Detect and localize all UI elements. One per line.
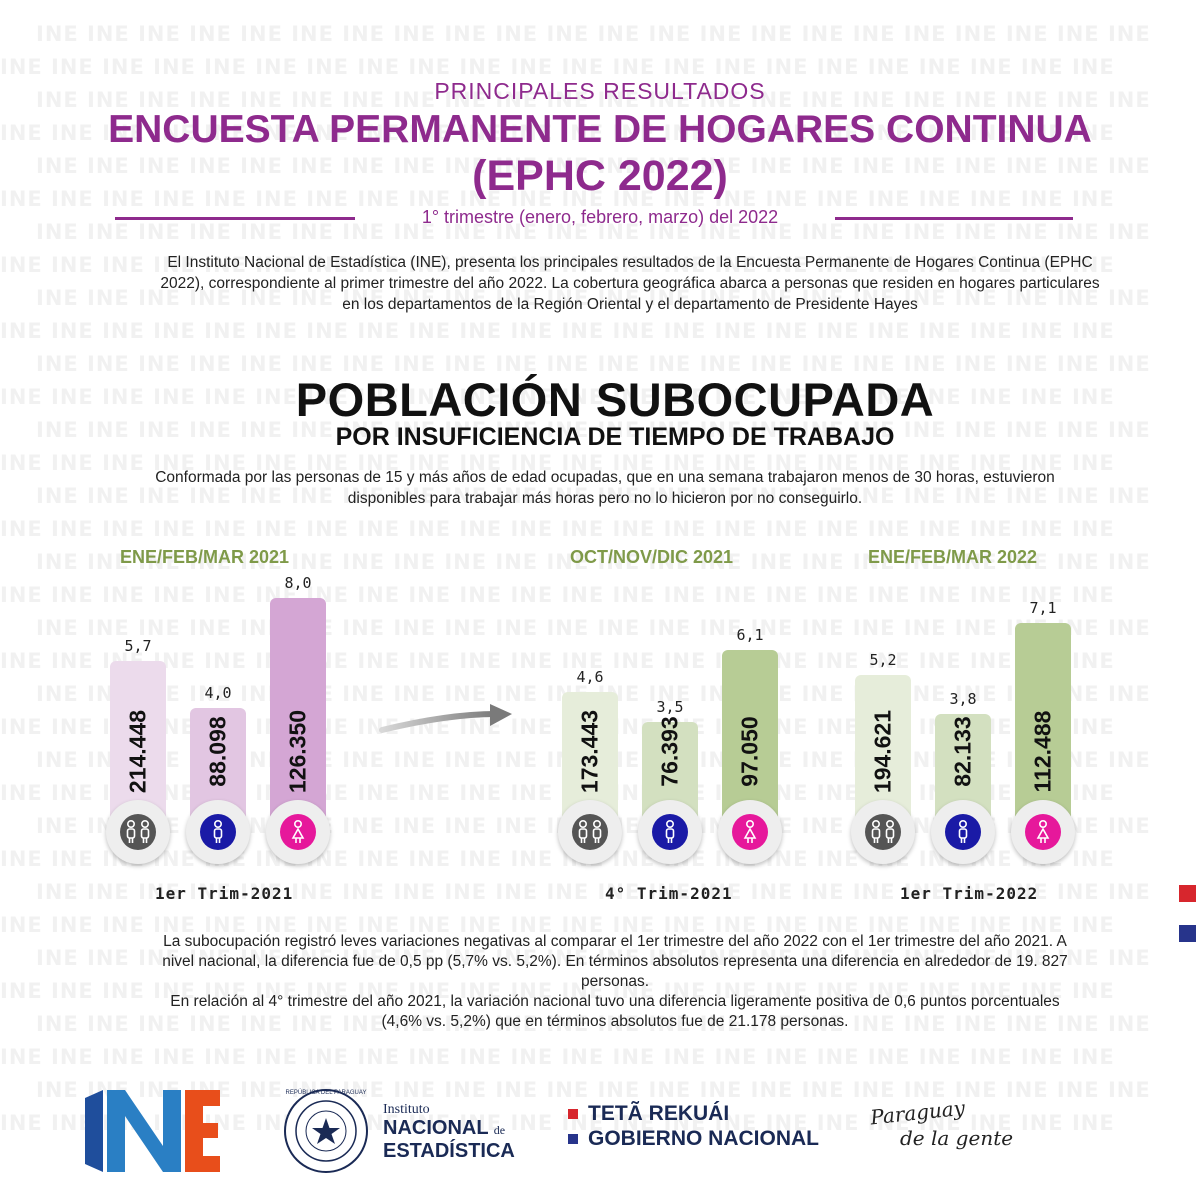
bar-percent-label: 5,2 xyxy=(869,651,897,669)
institute-nacional: NACIONAL xyxy=(383,1117,489,1139)
gov-flag-blue xyxy=(568,1134,578,1144)
watermark-row: INE INE INE INE INE INE INE INE INE INE … xyxy=(36,616,1151,640)
gov-flag-red xyxy=(568,1109,578,1119)
female-icon xyxy=(718,800,782,864)
bar-mujeres xyxy=(270,598,326,818)
arrow-icon xyxy=(379,704,512,733)
watermark-row: INE INE INE INE INE INE INE INE INE INE … xyxy=(36,22,1151,46)
people-icon xyxy=(851,800,915,864)
slogan-line-2: de la gente xyxy=(900,1126,1014,1150)
page-title: ENCUESTA PERMANENTE DE HOGARES CONTINUA … xyxy=(0,108,1200,201)
section-description: Conformada por las personas de 15 y más … xyxy=(155,469,1055,507)
trimester-label: 4° Trim-2021 xyxy=(605,884,733,903)
bar-mujeres xyxy=(722,650,778,818)
people-icon-disc xyxy=(865,814,901,850)
section-subtitle: POR INSUFICIENCIA DE TIEMPO DE TRABAJO xyxy=(335,423,895,451)
people-icon-disc xyxy=(572,814,608,850)
institute-de: de xyxy=(493,1123,506,1137)
divider-right xyxy=(835,217,1073,220)
trimester-label: 1er Trim-2021 xyxy=(155,884,294,903)
chart-period-label: ENE/FEB/MAR 2021 xyxy=(120,547,290,567)
period-subtitle: 1° trimestre (enero, febrero, marzo) del… xyxy=(421,207,779,227)
bar-absolute-label: 82.133 xyxy=(949,716,976,787)
bar-hombres xyxy=(190,708,246,818)
male-icon-disc xyxy=(945,814,981,850)
bar-percent-label: 5,7 xyxy=(124,637,152,656)
bar-total xyxy=(855,675,911,818)
bar-percent-label: 4,0 xyxy=(204,684,232,702)
watermark-row: INE INE INE INE INE INE INE INE INE INE … xyxy=(0,517,1115,541)
bar-absolute-label: 126.350 xyxy=(284,709,311,794)
institute-wordmark: Instituto NACIONAL de ESTADÍSTICA xyxy=(383,1102,543,1162)
government-seal: REPÚBLICA DEL PARAGUAY xyxy=(283,1088,369,1174)
gov-line-1: TETÃ REKUÁI xyxy=(588,1102,730,1125)
ine-logo xyxy=(85,1090,220,1172)
bar-absolute-label: 97.050 xyxy=(736,716,763,787)
male-icon-disc xyxy=(200,814,236,850)
institute-estadistica: ESTADÍSTICA xyxy=(383,1140,515,1162)
bar-absolute-label: 88.098 xyxy=(204,716,231,787)
bar-percent-label: 4,6 xyxy=(576,667,604,686)
bar-absolute-label: 112.488 xyxy=(1029,710,1056,793)
male-icon xyxy=(638,800,702,864)
female-icon xyxy=(1011,800,1075,864)
male-icon-disc xyxy=(652,814,688,850)
institute-small: Instituto xyxy=(383,1102,430,1117)
chart-period-label: ENE/FEB/MAR 2022 xyxy=(868,547,1038,567)
divider-left xyxy=(115,217,355,220)
slogan: Paraguay de la gente xyxy=(869,1096,1014,1150)
gov-line-2: GOBIERNO NACIONAL xyxy=(588,1127,819,1150)
summary-paragraph-2: En relación al 4° trimestre del año 2021… xyxy=(170,993,1060,1030)
male-icon xyxy=(186,800,250,864)
chart-period-label: OCT/NOV/DIC 2021 xyxy=(570,547,734,567)
bar-absolute-label: 194.621 xyxy=(869,709,896,794)
title-line-1: ENCUESTA PERMANENTE DE HOGARES CONTINUA xyxy=(108,108,1092,151)
slogan-line-1: Paraguay xyxy=(869,1095,967,1130)
section-title: POBLACIÓN SUBOCUPADA xyxy=(295,373,935,426)
flag-square-blue xyxy=(1179,925,1196,942)
bar-total xyxy=(110,661,166,818)
bar-percent-label: 6,1 xyxy=(736,626,764,645)
intro-paragraph: El Instituto Nacional de Estadística (IN… xyxy=(160,254,1100,313)
people-icon xyxy=(106,800,170,864)
female-icon xyxy=(266,800,330,864)
summary-text: La subocupación registró leves variacion… xyxy=(150,932,1080,1032)
header-kicker: PRINCIPALES RESULTADOS xyxy=(434,78,766,104)
bar-percent-label: 3,5 xyxy=(656,697,684,716)
title-line-2: (EPHC 2022) xyxy=(472,152,728,200)
watermark-row: INE INE INE INE INE INE INE INE INE INE … xyxy=(0,1045,1115,1069)
bar-percent-label: 8,0 xyxy=(284,574,312,592)
seal-text: REPÚBLICA DEL PARAGUAY xyxy=(285,1090,367,1096)
bar-absolute-label: 173.443 xyxy=(576,709,603,794)
female-icon-disc xyxy=(732,814,768,850)
female-icon-disc xyxy=(280,814,316,850)
bar-absolute-label: 214.448 xyxy=(124,709,151,794)
watermark-row: INE INE INE INE INE INE INE INE INE INE … xyxy=(0,583,1115,607)
bar-percent-label: 3,8 xyxy=(949,689,977,708)
bar-percent-label: 7,1 xyxy=(1029,598,1057,617)
male-icon xyxy=(931,800,995,864)
flag-square-red xyxy=(1179,885,1196,902)
bar-total xyxy=(562,691,618,818)
bar-mujeres xyxy=(1015,622,1071,818)
female-icon-disc xyxy=(1025,814,1061,850)
people-icon xyxy=(558,800,622,864)
watermark-row: INE INE INE INE INE INE INE INE INE INE … xyxy=(0,319,1115,343)
trimester-label: 1er Trim-2022 xyxy=(900,884,1039,903)
summary-paragraph-1: La subocupación registró leves variacion… xyxy=(162,933,1068,990)
bar-absolute-label: 76.393 xyxy=(656,716,683,787)
watermark-row: INE INE INE INE INE INE INE INE INE INE … xyxy=(0,55,1115,79)
people-icon-disc xyxy=(120,814,156,850)
